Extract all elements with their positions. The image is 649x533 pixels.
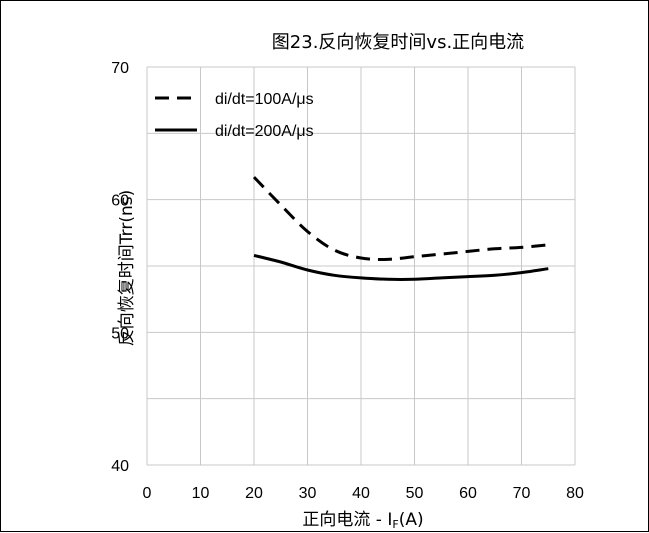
series-lines xyxy=(252,176,549,281)
x-tick-label: 10 xyxy=(192,485,210,502)
x-tick-label: 70 xyxy=(513,485,531,502)
y-tick-label: 60 xyxy=(111,193,129,210)
legend-label-2: di/dt=200A/μs xyxy=(215,123,314,140)
x-tick-label: 0 xyxy=(143,485,152,502)
y-tick-label: 50 xyxy=(111,325,129,342)
x-tick-label: 80 xyxy=(566,485,584,502)
tick-labels: 0 10 20 30 40 50 60 70 80 40 50 60 70 xyxy=(111,60,584,502)
x-axis-label-tail: (A) xyxy=(399,510,424,530)
x-tick-label: 20 xyxy=(245,485,263,502)
legend-label-1: di/dt=100A/μs xyxy=(215,91,314,108)
x-tick-label: 50 xyxy=(406,485,424,502)
legend: di/dt=100A/μs di/dt=200A/μs xyxy=(155,91,314,140)
y-tick-label: 70 xyxy=(111,60,129,77)
x-tick-label: 30 xyxy=(299,485,317,502)
grid xyxy=(146,66,576,466)
series-line-2 xyxy=(253,253,549,281)
y-tick-label: 40 xyxy=(111,458,129,475)
chart-title: 图23.反向恢复时间vs.正向电流 xyxy=(272,32,524,53)
x-axis-label: 正向电流 - IF(A) xyxy=(302,510,423,531)
x-axis-label-main: 正向电流 - I xyxy=(302,510,392,530)
x-tick-label: 60 xyxy=(459,485,477,502)
x-tick-label: 40 xyxy=(352,485,370,502)
y-axis-label: 反向恢复时间Trr(ns) xyxy=(117,190,137,346)
x-axis-label-sub: F xyxy=(392,518,398,531)
series-line-1 xyxy=(252,176,549,261)
